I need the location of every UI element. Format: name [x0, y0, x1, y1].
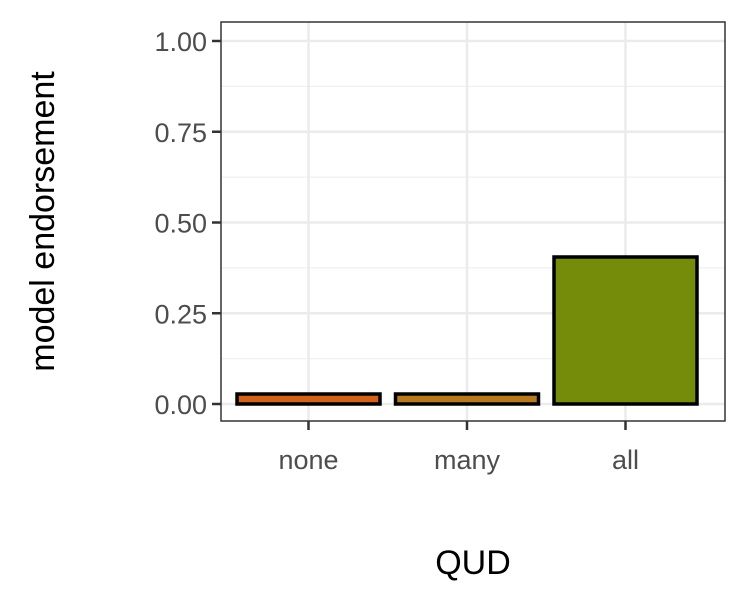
bar-none	[235, 392, 382, 406]
bars	[235, 255, 699, 406]
y-tick-label: 1.00	[154, 27, 207, 57]
bar-many	[393, 392, 541, 406]
x-axis-ticks: none many all	[278, 421, 639, 475]
x-tick-label: all	[612, 445, 639, 475]
x-axis-title: QUD	[435, 544, 511, 582]
y-tick-label: 0.25	[154, 299, 207, 329]
bar-all	[552, 255, 699, 406]
y-tick-label: 0.75	[154, 118, 207, 148]
y-tick-label: 0.50	[154, 209, 207, 239]
x-tick-label: many	[434, 445, 501, 475]
y-tick-label: 0.00	[154, 390, 207, 420]
y-axis-ticks: 0.00 0.25 0.50 0.75 1.00	[154, 27, 221, 420]
major-gridlines	[221, 22, 725, 421]
x-tick-label: none	[278, 445, 338, 475]
y-axis-title: model endorsement	[24, 71, 62, 372]
